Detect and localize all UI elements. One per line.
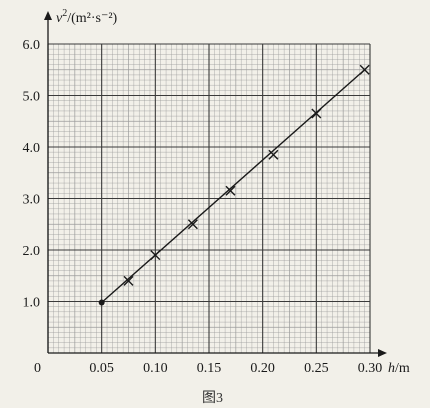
x-tick-label: 0.05 [89, 361, 114, 376]
y-axis-arrow [44, 11, 52, 20]
x-tick-label: 0.20 [250, 361, 275, 376]
y-tick-label: 4.0 [23, 141, 41, 156]
x-axis-arrow [378, 349, 387, 357]
data-point [98, 299, 105, 306]
x-tick-label: 0.15 [197, 361, 222, 376]
data-point [150, 250, 161, 261]
y-tick-label: 2.0 [23, 244, 41, 259]
data-point [123, 275, 134, 286]
y-axis-label: v2/(m²·s⁻²) [56, 8, 118, 26]
x-tick-label: 0.25 [304, 361, 329, 376]
data-point [359, 64, 370, 75]
data-point [225, 185, 236, 196]
data-point [311, 108, 322, 119]
axes [44, 11, 387, 357]
origin-label: 0 [34, 361, 41, 376]
figure-caption: 图3 [202, 391, 223, 406]
y-tick-label: 3.0 [23, 193, 41, 208]
x-axis-label: h/m [388, 361, 410, 376]
data-point [268, 149, 279, 160]
data-point [187, 219, 198, 230]
tick-labels: 0.05 0.10 0.15 0.20 0.25 0.30 1.0 2.0 3.0 4.0 5.0 6… [23, 38, 383, 376]
fit-line [101, 69, 366, 304]
x-tick-label: 0.10 [143, 361, 168, 376]
y-tick-label: 6.0 [23, 38, 41, 53]
x-tick-label: 0.30 [358, 361, 383, 376]
y-tick-label: 5.0 [23, 90, 41, 105]
y-tick-label: 1.0 [23, 296, 41, 311]
data-series [98, 64, 370, 306]
